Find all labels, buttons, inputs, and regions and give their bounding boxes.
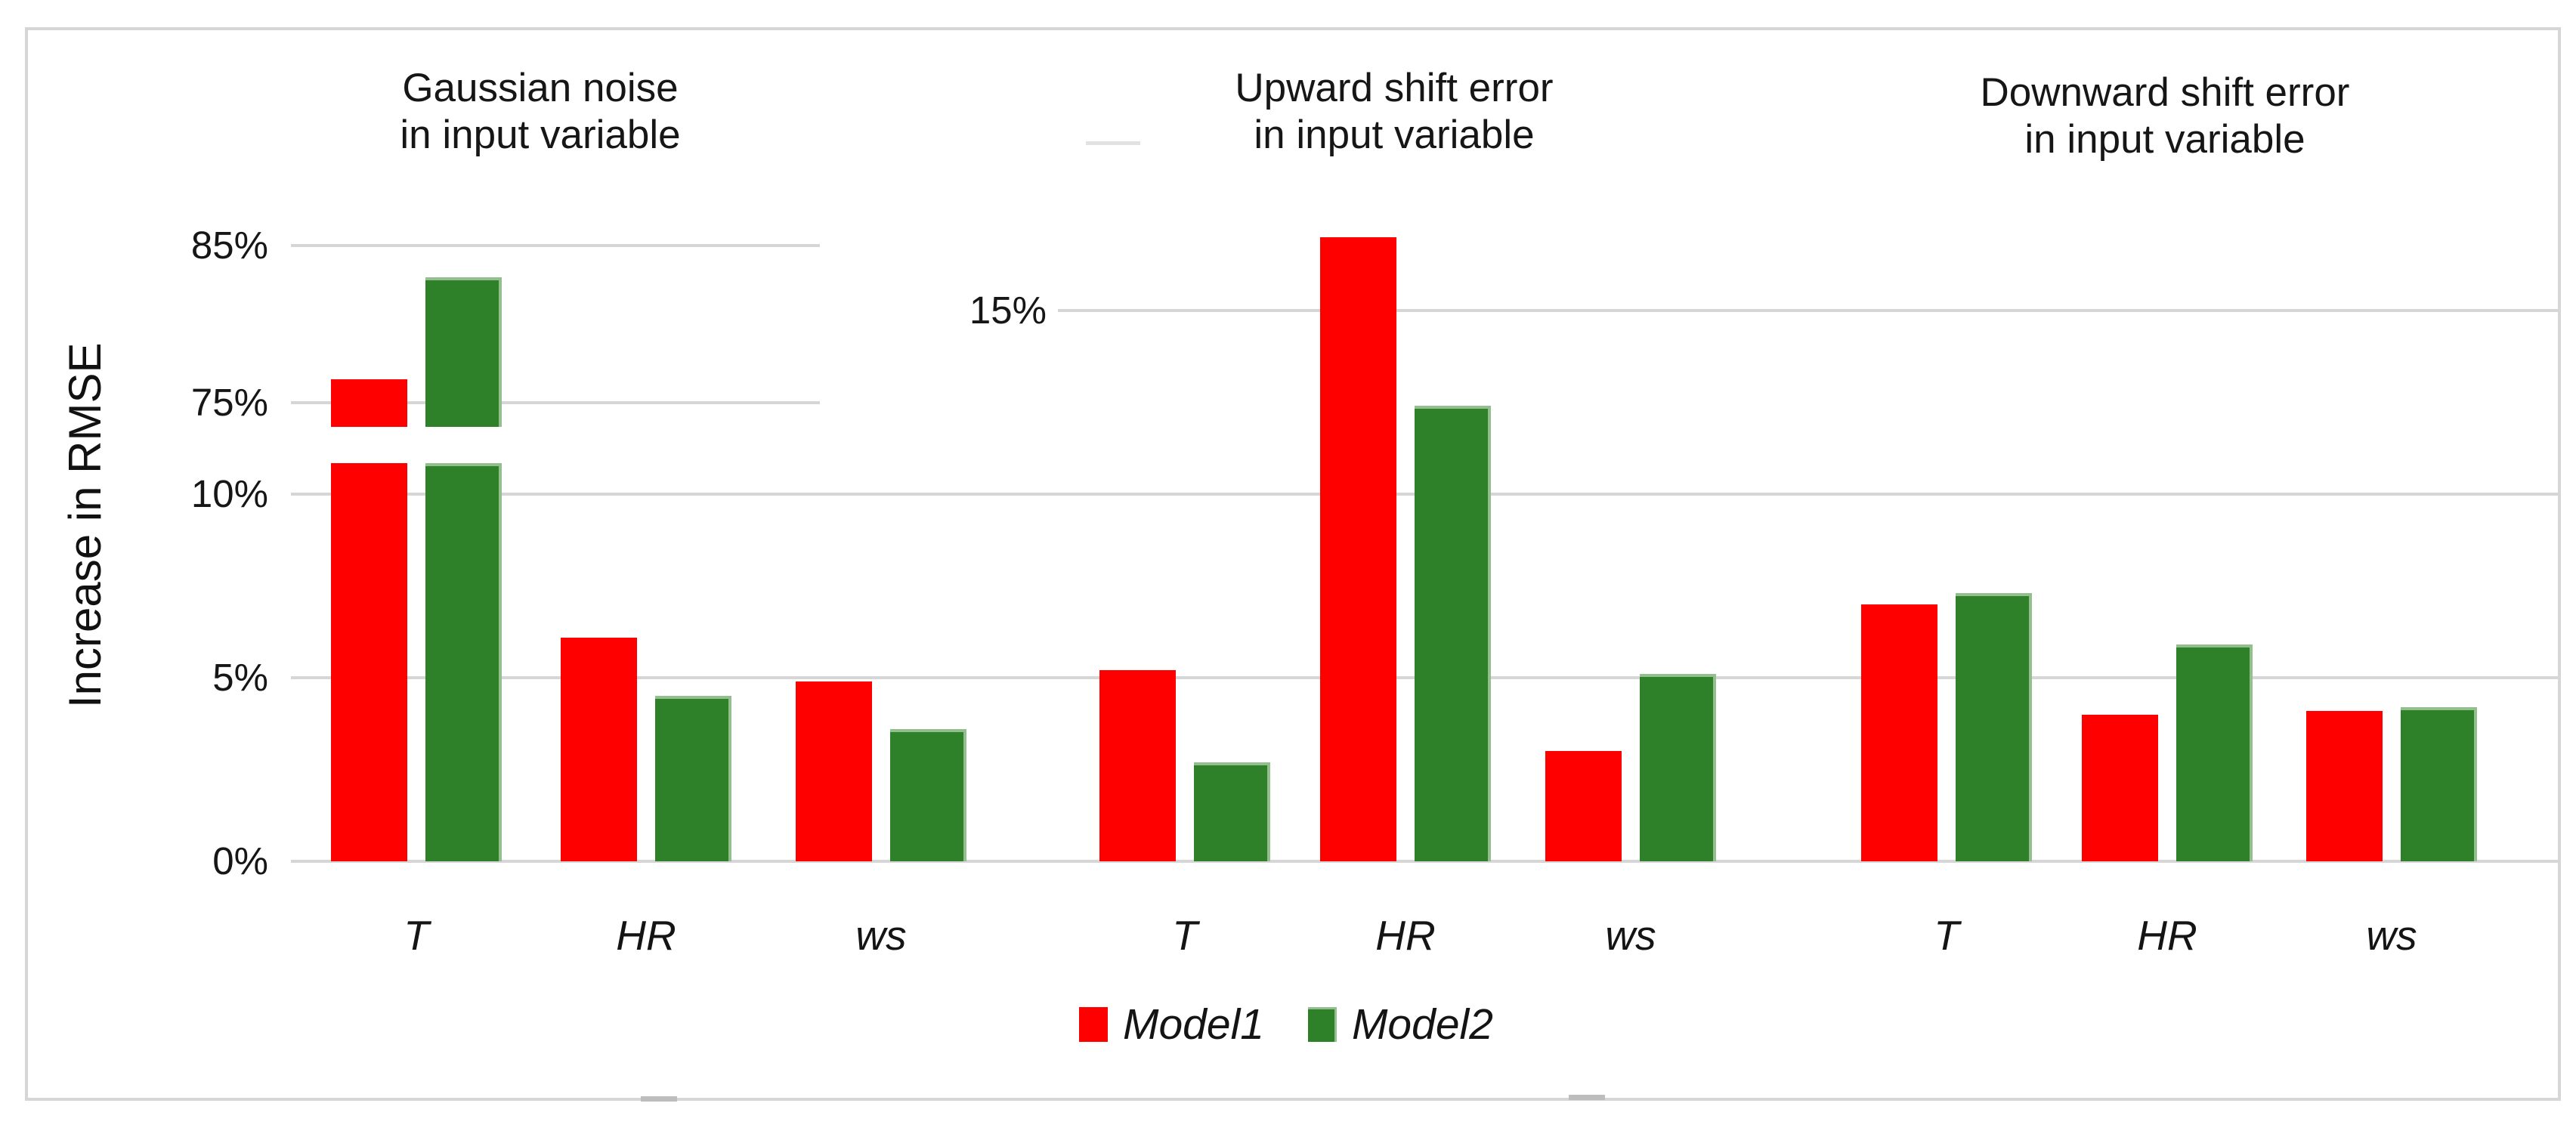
panel-title-line1: Gaussian noise bbox=[402, 66, 679, 110]
legend-label-model2: Model2 bbox=[1351, 1000, 1493, 1049]
bar-model2-HR-panel1 bbox=[655, 696, 731, 861]
bar-model2-HR-panel2 bbox=[1415, 406, 1491, 861]
legend-item-model2: Model2 bbox=[1307, 1000, 1493, 1049]
bar-model1-HR-panel2 bbox=[1320, 237, 1396, 861]
y-tick-label-5%: 5% bbox=[212, 656, 268, 699]
bottom-seam-dash bbox=[1569, 1095, 1605, 1100]
y-axis-title: Increase in RMSE bbox=[60, 342, 110, 708]
bar-model1-T-panel2 bbox=[1099, 670, 1176, 861]
bar-model1-HR-panel1 bbox=[561, 638, 637, 861]
bar-model1-HR-panel3 bbox=[2082, 715, 2158, 861]
bar-model2-T-panel2 bbox=[1194, 762, 1270, 861]
y-tick-label-85%: 85% bbox=[190, 224, 268, 267]
legend-item-model1: Model1 bbox=[1079, 1000, 1264, 1049]
y-tick-label-15%: 15% bbox=[969, 289, 1047, 332]
panel-title-downward-shift: Downward shift error in input variable bbox=[1878, 70, 2452, 163]
legend: Model1 Model2 bbox=[1079, 996, 1493, 1053]
stitch-artifact-dash bbox=[1086, 141, 1140, 145]
x-category-label-T-panel3: T bbox=[1934, 912, 1959, 959]
bar-model2-T-panel3 bbox=[1956, 593, 2032, 861]
legend-label-model1: Model1 bbox=[1123, 1000, 1264, 1049]
bar-model2-T-panel1-upper-segment bbox=[425, 277, 502, 427]
panel-title-line2: in input variable bbox=[400, 113, 681, 157]
bar-model2-ws-panel2 bbox=[1640, 674, 1716, 861]
bar-model2-HR-panel3 bbox=[2176, 644, 2253, 861]
panel-title-upward-shift: Upward shift error in input variable bbox=[1107, 65, 1681, 159]
x-category-label-ws-panel1: ws bbox=[855, 912, 907, 959]
y-tick-label-10%: 10% bbox=[190, 472, 268, 515]
x-category-label-ws-panel2: ws bbox=[1605, 912, 1656, 959]
legend-swatch-model2 bbox=[1307, 1007, 1337, 1042]
panel-title-gaussian-noise: Gaussian noise in input variable bbox=[253, 65, 827, 159]
panel-title-line1: Downward shift error bbox=[1980, 70, 2350, 115]
y-tick-label-0%: 0% bbox=[212, 839, 268, 882]
bar-model1-ws-panel2 bbox=[1545, 751, 1622, 861]
gridline-0% bbox=[291, 860, 2560, 863]
bar-model1-T-panel3 bbox=[1861, 604, 1937, 861]
bottom-seam-dash bbox=[641, 1096, 677, 1102]
bar-model1-T-panel1-lower-segment bbox=[331, 463, 407, 861]
bar-model2-T-panel1-lower-segment bbox=[425, 463, 502, 861]
panel-title-line2: in input variable bbox=[1254, 113, 1535, 157]
gridline-75% bbox=[291, 401, 820, 404]
legend-swatch-model1 bbox=[1079, 1007, 1108, 1042]
bar-model2-ws-panel1 bbox=[890, 729, 966, 861]
bar-model2-ws-panel3 bbox=[2401, 707, 2477, 861]
gridline-15% bbox=[1058, 309, 2560, 312]
bar-model1-T-panel1-upper-segment bbox=[331, 379, 407, 427]
x-category-label-HR-panel1: HR bbox=[616, 912, 676, 959]
x-category-label-T-panel2: T bbox=[1172, 912, 1198, 959]
bar-model1-ws-panel1 bbox=[796, 681, 872, 861]
x-category-label-ws-panel3: ws bbox=[2366, 912, 2417, 959]
x-category-label-HR-panel3: HR bbox=[2137, 912, 2197, 959]
gridline-85% bbox=[291, 244, 820, 247]
y-tick-label-75%: 75% bbox=[190, 381, 268, 424]
x-category-label-T-panel1: T bbox=[404, 912, 429, 959]
bar-model1-ws-panel3 bbox=[2306, 711, 2383, 861]
panel-title-line1: Upward shift error bbox=[1235, 66, 1554, 110]
x-category-label-HR-panel2: HR bbox=[1375, 912, 1436, 959]
panel-title-line2: in input variable bbox=[2024, 117, 2305, 162]
